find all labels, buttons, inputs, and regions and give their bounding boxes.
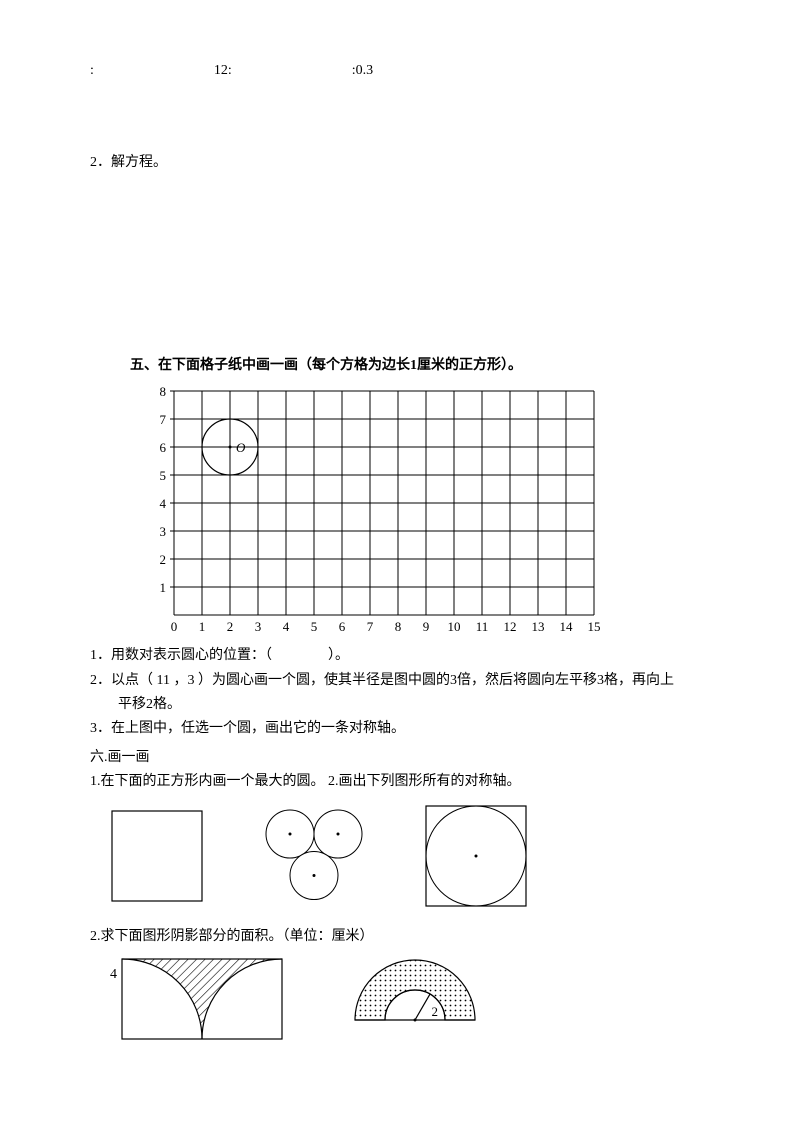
three-circles-figure [264, 808, 364, 903]
area-title: 2.求下面图形阴影部分的面积。（单位：厘米） [90, 926, 730, 948]
svg-text:5: 5 [160, 468, 167, 483]
svg-text:6: 6 [339, 619, 346, 634]
top-val-2: 12: [214, 60, 232, 82]
empty-square-figure [110, 809, 204, 903]
svg-text:1: 1 [160, 580, 167, 595]
section-6-title: 六.画一画 [90, 747, 730, 769]
svg-text:13: 13 [532, 619, 545, 634]
svg-text:0: 0 [171, 619, 178, 634]
svg-text:3: 3 [160, 524, 167, 539]
area-figure-2: 2 [353, 958, 477, 1038]
svg-text:3: 3 [255, 619, 262, 634]
svg-text:11: 11 [476, 619, 489, 634]
area-figure-1 [121, 958, 283, 1040]
svg-text:5: 5 [311, 619, 318, 634]
svg-text:2: 2 [227, 619, 234, 634]
svg-text:2: 2 [432, 1004, 439, 1019]
svg-text:1: 1 [199, 619, 206, 634]
svg-text:4: 4 [160, 496, 167, 511]
svg-text:15: 15 [588, 619, 601, 634]
s5-q2a: 2．以点（ 11 ，3 ）为圆心画一个圆，使其半径是图中圆的3倍，然后将圆向左平… [90, 670, 730, 692]
s5-q3: 3．在上图中，任选一个圆，画出它的一条对称轴。 [90, 718, 730, 740]
svg-text:O: O [236, 440, 246, 455]
svg-text:10: 10 [448, 619, 461, 634]
svg-text:2: 2 [160, 552, 167, 567]
svg-text:7: 7 [367, 619, 374, 634]
svg-text:12: 12 [504, 619, 517, 634]
grid-svg: 123456780123456789101112131415O [150, 385, 600, 635]
svg-text:6: 6 [160, 440, 167, 455]
section-5-title: 五、在下面格子纸中画一画（每个方格为边长1厘米的正方形）。 [130, 355, 730, 377]
svg-text:9: 9 [423, 619, 430, 634]
area-row: 4 2 [110, 958, 730, 1040]
s6-sub1: 1.在下面的正方形内画一个最大的圆。 2.画出下列图形所有的对称轴。 [90, 771, 730, 793]
svg-text:14: 14 [560, 619, 574, 634]
s5-q1: 1．用数对表示圆心的位置：（ ）。 [90, 645, 730, 667]
question-solve-eq: 2．解方程。 [90, 152, 730, 174]
figure-row-1 [110, 804, 730, 908]
top-values: : 12: :0.3 [70, 60, 730, 82]
svg-text:8: 8 [160, 385, 167, 399]
square-circle-figure [424, 804, 528, 908]
s5-q2b: 平移2格。 [118, 694, 730, 716]
top-val-3: :0.3 [352, 60, 373, 82]
top-val-1: : [90, 60, 94, 82]
area-fig1-label: 4 [110, 964, 117, 986]
area-fig1-wrap: 4 [110, 958, 283, 1040]
grid-figure: 123456780123456789101112131415O [150, 385, 730, 635]
svg-text:8: 8 [395, 619, 402, 634]
svg-text:7: 7 [160, 412, 167, 427]
svg-text:4: 4 [283, 619, 290, 634]
